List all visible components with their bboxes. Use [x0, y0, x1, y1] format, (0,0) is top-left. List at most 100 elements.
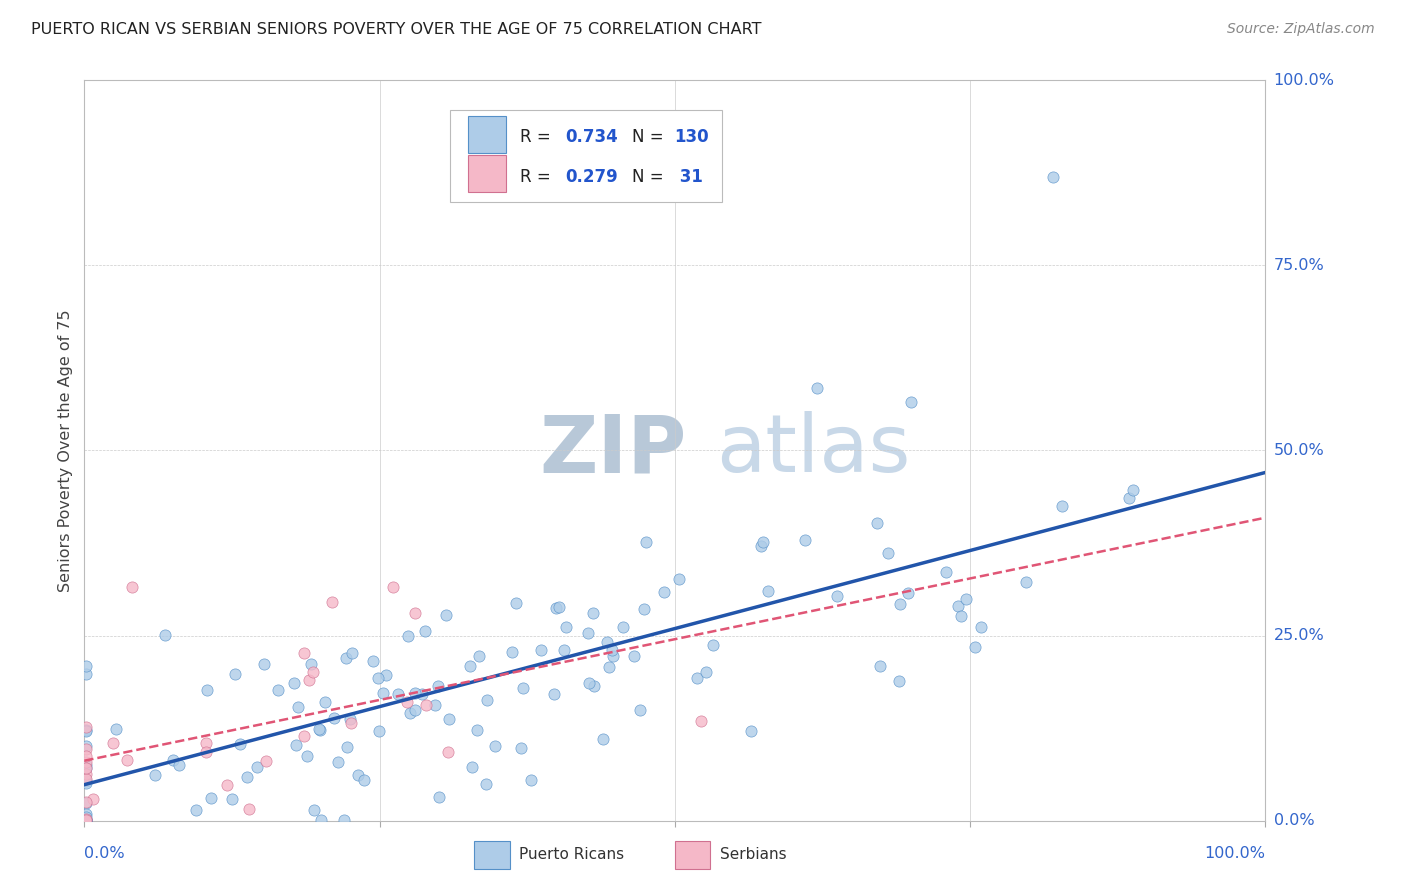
Point	[578, 676, 600, 690]
Point	[415, 698, 437, 712]
Point	[413, 624, 436, 639]
Point	[373, 686, 395, 700]
Point	[1042, 169, 1064, 184]
Text: Puerto Ricans: Puerto Ricans	[519, 847, 624, 863]
Point	[75, 772, 97, 787]
Point	[284, 739, 307, 753]
Point	[339, 716, 361, 731]
Point	[75, 755, 97, 769]
Point	[75, 667, 97, 681]
Point	[340, 646, 363, 660]
Text: 31: 31	[673, 169, 703, 186]
Point	[321, 595, 343, 609]
Point	[628, 703, 651, 717]
Point	[75, 813, 97, 827]
Point	[427, 789, 450, 804]
Point	[695, 665, 717, 679]
Point	[633, 602, 655, 616]
Point	[308, 723, 330, 737]
Point	[668, 572, 690, 586]
Point	[382, 580, 405, 594]
Point	[965, 640, 987, 654]
Point	[82, 792, 104, 806]
Point	[592, 732, 614, 747]
Point	[612, 619, 634, 633]
Point	[484, 739, 506, 753]
FancyBboxPatch shape	[468, 155, 506, 192]
Point	[336, 739, 359, 754]
Point	[897, 586, 920, 600]
Text: N =: N =	[633, 169, 669, 186]
Point	[75, 742, 97, 756]
Point	[434, 608, 457, 623]
Point	[195, 736, 218, 750]
Point	[75, 795, 97, 809]
Point	[75, 659, 97, 673]
Point	[75, 776, 97, 790]
Text: 75.0%: 75.0%	[1274, 258, 1324, 273]
Point	[889, 598, 911, 612]
Point	[339, 713, 361, 727]
Point	[200, 791, 222, 805]
Point	[546, 601, 568, 615]
Point	[75, 761, 97, 775]
Point	[887, 674, 910, 689]
Text: Serbians: Serbians	[720, 847, 786, 863]
Point	[197, 682, 219, 697]
Point	[322, 711, 344, 725]
Point	[475, 777, 498, 791]
Point	[75, 796, 97, 810]
Point	[75, 813, 97, 827]
Point	[332, 813, 354, 827]
Point	[411, 687, 433, 701]
Point	[224, 667, 246, 681]
Point	[143, 767, 166, 781]
Point	[553, 643, 575, 657]
Point	[548, 599, 571, 614]
Point	[387, 687, 409, 701]
FancyBboxPatch shape	[450, 110, 723, 202]
Point	[598, 660, 620, 674]
Point	[375, 667, 398, 681]
Point	[935, 565, 957, 579]
Point	[866, 516, 889, 530]
Point	[75, 813, 97, 827]
Point	[437, 745, 460, 759]
Point	[458, 659, 481, 673]
Point	[75, 774, 97, 789]
Point	[75, 812, 97, 826]
Point	[749, 539, 772, 553]
Point	[155, 628, 177, 642]
Point	[162, 753, 184, 767]
Point	[75, 761, 97, 775]
Point	[752, 534, 775, 549]
Point	[298, 673, 321, 688]
Point	[215, 779, 238, 793]
Point	[186, 803, 208, 817]
Point	[254, 754, 277, 768]
Point	[404, 686, 426, 700]
Point	[949, 609, 972, 624]
Point	[519, 772, 541, 787]
Point	[555, 620, 578, 634]
Point	[582, 679, 605, 693]
Point	[75, 810, 97, 824]
Point	[1122, 483, 1144, 497]
Text: 0.279: 0.279	[565, 169, 617, 186]
Point	[582, 606, 605, 620]
Text: 130: 130	[673, 128, 709, 146]
Point	[970, 620, 993, 634]
Point	[295, 748, 318, 763]
Point	[510, 741, 533, 756]
Point	[1015, 574, 1038, 589]
Point	[636, 535, 658, 549]
Point	[292, 729, 315, 743]
Point	[946, 599, 969, 613]
Text: 0.734: 0.734	[565, 128, 617, 146]
Point	[115, 754, 138, 768]
Point	[468, 649, 491, 664]
Point	[501, 645, 523, 659]
Point	[423, 698, 446, 712]
Point	[396, 629, 419, 643]
Point	[283, 676, 305, 690]
